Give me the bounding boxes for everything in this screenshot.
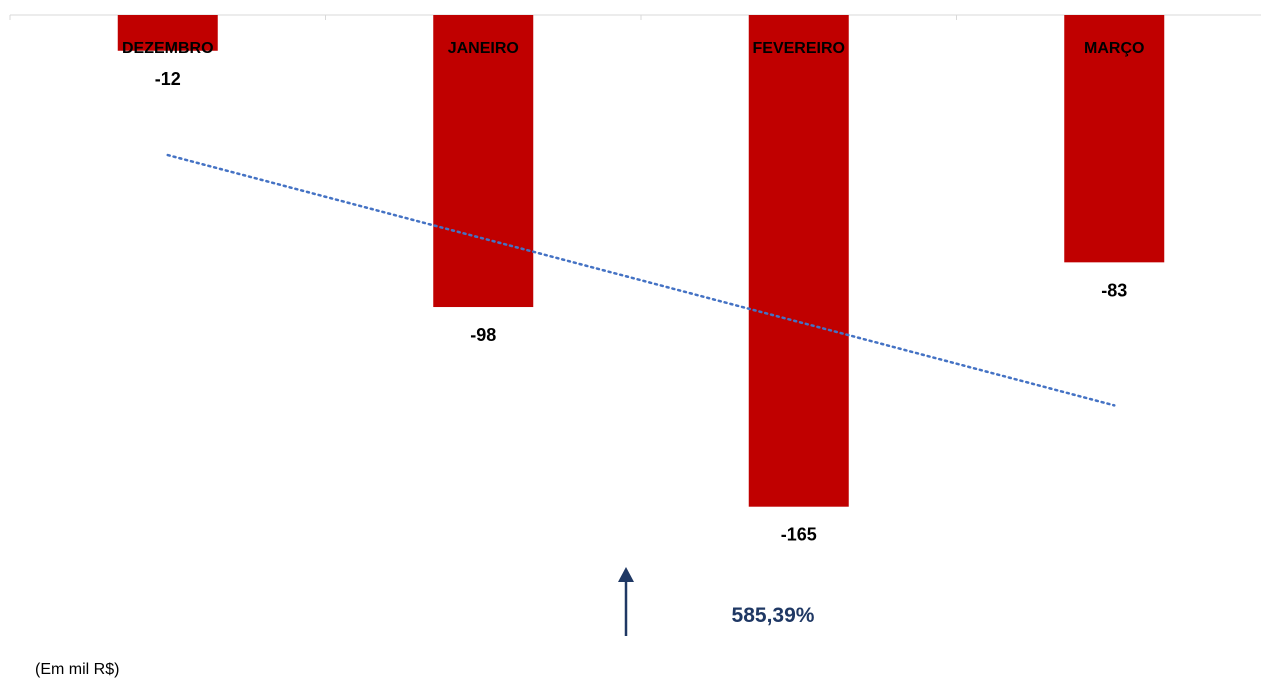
value-label: -98 <box>470 325 496 345</box>
category-label: FEVEREIRO <box>753 40 845 57</box>
bar-janeiro <box>433 15 534 308</box>
value-labels: -12 -98 -165 -83 <box>155 69 1128 545</box>
bar-fevereiro <box>748 15 849 507</box>
value-label: -12 <box>155 69 181 89</box>
category-label: MARÇO <box>1084 40 1144 57</box>
value-label: -165 <box>781 525 817 545</box>
axis-ticks <box>9 15 957 20</box>
bar-dezembro <box>117 15 218 51</box>
category-label: JANEIRO <box>448 40 519 57</box>
category-label: DEZEMBRO <box>122 40 214 57</box>
category-labels: DEZEMBRO JANEIRO FEVEREIRO MARÇO <box>122 40 1145 57</box>
bars <box>117 15 1165 507</box>
arrow-up-icon <box>618 567 634 636</box>
bar-março <box>1064 15 1165 263</box>
unit-note: (Em mil R$) <box>35 661 120 678</box>
trendline <box>166 153 1116 407</box>
value-label: -83 <box>1101 280 1127 300</box>
percentage-change-label: 585,39% <box>732 604 815 627</box>
